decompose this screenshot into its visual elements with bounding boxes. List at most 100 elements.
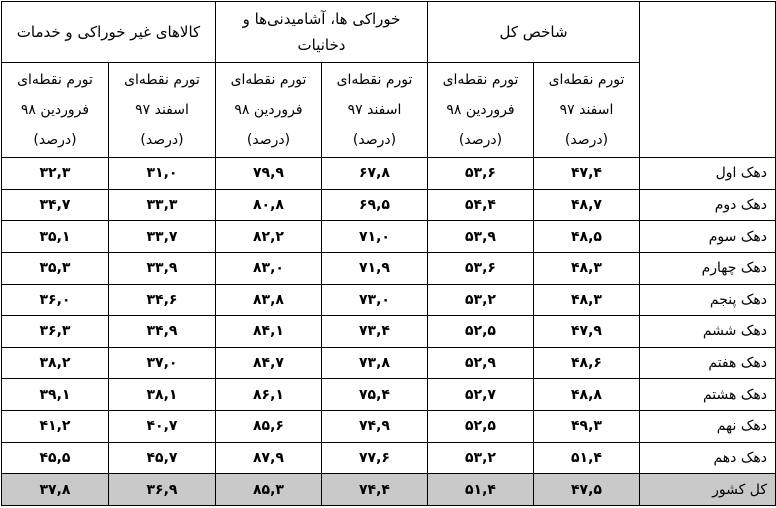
header-corner-cell bbox=[639, 1, 776, 158]
table-cell: ۳۹,۱ bbox=[1, 378, 109, 411]
total-row: کل کشور ۴۷,۵ ۵۱,۴ ۷۴,۴ ۸۵,۳ ۳۶,۹ ۳۷,۸ bbox=[1, 473, 776, 506]
subheader-line-unit: (درصد) bbox=[458, 132, 503, 148]
table-cell: ۸۲,۲ bbox=[215, 220, 322, 253]
subheader-line-unit: (درصد) bbox=[246, 132, 291, 148]
header-group-row: شاخص کل خوراکی ها، آشامیدنی‌ها و دخانیات… bbox=[1, 1, 776, 158]
subheader-line-title: تورم نقطه‌ای bbox=[124, 72, 200, 88]
total-cell: ۸۵,۳ bbox=[215, 473, 322, 506]
subheader-line-title: تورم نقطه‌ای bbox=[442, 72, 519, 88]
table-cell: ۸۳,۰ bbox=[215, 251, 322, 285]
table-cell: ۸۴,۱ bbox=[215, 315, 322, 348]
table-row: دهک دهم ۵۱,۴ ۵۳,۲ ۷۷,۶ ۸۷,۹ ۴۵,۷ ۴۵,۵ bbox=[1, 441, 776, 475]
table-row: دهک ششم ۴۷,۹ ۵۲,۵ ۷۳,۴ ۸۴,۱ ۳۴,۹ ۳۶,۳ bbox=[1, 315, 776, 348]
table-cell: ۵۲,۷ bbox=[427, 378, 534, 411]
subheader-line-unit: (درصد) bbox=[140, 132, 184, 148]
table-row: دهک اول ۴۷,۴ ۵۳,۶ ۶۷,۸ ۷۹,۹ ۳۱,۰ ۳۲,۳ bbox=[1, 157, 776, 190]
table-cell: ۴۰,۷ bbox=[108, 410, 216, 443]
table-cell: ۶۹,۵ bbox=[321, 188, 428, 222]
total-cell: ۴۷,۵ bbox=[533, 473, 640, 506]
table-cell: ۳۴,۶ bbox=[108, 283, 216, 317]
subheader-cell: تورم نقطه‌ای اسفند ۹۷ (درصد) bbox=[321, 62, 428, 158]
subheader-line-period: اسفند ۹۷ bbox=[135, 102, 189, 118]
subheader-cell: تورم نقطه‌ای اسفند ۹۷ (درصد) bbox=[108, 62, 216, 158]
total-cell: ۳۷,۸ bbox=[1, 473, 109, 506]
table-row: دهک هفتم ۴۸,۶ ۵۲,۹ ۷۳,۸ ۸۴,۷ ۳۷,۰ ۳۸,۲ bbox=[1, 346, 776, 380]
table-cell: ۴۸,۷ bbox=[533, 188, 640, 222]
table-cell: ۴۸,۳ bbox=[533, 283, 640, 317]
table-cell: ۳۸,۲ bbox=[1, 346, 109, 380]
group-header-food-beverages: خوراکی ها، آشامیدنی‌ها و دخانیات bbox=[215, 1, 428, 63]
table-cell: ۵۳,۲ bbox=[427, 283, 534, 317]
total-cell: ۷۴,۴ bbox=[321, 473, 428, 506]
table-cell: ۷۳,۸ bbox=[321, 346, 428, 380]
subheader-line-unit: (درصد) bbox=[352, 132, 397, 148]
table-cell: ۴۷,۹ bbox=[533, 315, 640, 348]
table-cell: ۷۳,۴ bbox=[321, 315, 428, 348]
table-cell: ۸۷,۹ bbox=[215, 441, 322, 475]
row-label: دهک چهارم bbox=[639, 251, 776, 285]
table-cell: ۳۶,۰ bbox=[1, 283, 109, 317]
table-row: دهک هشتم ۴۸,۸ ۵۲,۷ ۷۵,۴ ۸۶,۱ ۳۸,۱ ۳۹,۱ bbox=[1, 378, 776, 411]
table-cell: ۷۱,۹ bbox=[321, 251, 428, 285]
row-label: دهک نهم bbox=[639, 410, 776, 443]
subheader-line-title: تورم نقطه‌ای bbox=[17, 72, 93, 88]
table-cell: ۴۸,۵ bbox=[533, 220, 640, 253]
subheader-cell: تورم نقطه‌ای فروردین ۹۸ (درصد) bbox=[215, 62, 322, 158]
table-cell: ۵۱,۴ bbox=[533, 441, 640, 475]
row-label: دهک هفتم bbox=[639, 346, 776, 380]
table-cell: ۵۴,۴ bbox=[427, 188, 534, 222]
row-label: دهک پنجم bbox=[639, 283, 776, 317]
table-cell: ۴۵,۵ bbox=[1, 441, 109, 475]
subheader-line-period: فروردین ۹۸ bbox=[20, 102, 90, 118]
table-cell: ۳۵,۳ bbox=[1, 251, 109, 285]
table-cell: ۷۵,۴ bbox=[321, 378, 428, 411]
subheader-line-title: تورم نقطه‌ای bbox=[548, 72, 625, 88]
table-cell: ۸۶,۱ bbox=[215, 378, 322, 411]
row-label: دهک دهم bbox=[639, 441, 776, 475]
table-row: دهک سوم ۴۸,۵ ۵۳,۹ ۷۱,۰ ۸۲,۲ ۳۳,۷ ۳۵,۱ bbox=[1, 220, 776, 253]
table-row: دهک دوم ۴۸,۷ ۵۴,۴ ۶۹,۵ ۸۰,۸ ۳۳,۳ ۳۴,۷ bbox=[1, 188, 776, 222]
table-cell: ۵۳,۲ bbox=[427, 441, 534, 475]
table-cell: ۳۸,۱ bbox=[108, 378, 216, 411]
subheader-cell: تورم نقطه‌ای فروردین ۹۸ (درصد) bbox=[427, 62, 534, 158]
table-cell: ۷۱,۰ bbox=[321, 220, 428, 253]
table-cell: ۷۹,۹ bbox=[215, 157, 322, 190]
table-cell: ۳۳,۹ bbox=[108, 251, 216, 285]
table-cell: ۳۱,۰ bbox=[108, 157, 216, 190]
table-cell: ۷۳,۰ bbox=[321, 283, 428, 317]
table-cell: ۳۵,۱ bbox=[1, 220, 109, 253]
table-cell: ۵۲,۵ bbox=[427, 315, 534, 348]
table-cell: ۴۹,۳ bbox=[533, 410, 640, 443]
table-cell: ۴۸,۸ bbox=[533, 378, 640, 411]
table-cell: ۳۲,۳ bbox=[1, 157, 109, 190]
table-cell: ۳۳,۳ bbox=[108, 188, 216, 222]
table-cell: ۸۳,۸ bbox=[215, 283, 322, 317]
table-cell: ۵۲,۵ bbox=[427, 410, 534, 443]
table-cell: ۳۶,۳ bbox=[1, 315, 109, 348]
subheader-cell: تورم نقطه‌ای اسفند ۹۷ (درصد) bbox=[533, 62, 640, 158]
table-cell: ۳۷,۰ bbox=[108, 346, 216, 380]
table-cell: ۳۳,۷ bbox=[108, 220, 216, 253]
subheader-line-unit: (درصد) bbox=[564, 132, 609, 148]
row-label: دهک اول bbox=[639, 157, 776, 190]
group-header-nonfood-services: کالاهای غیر خوراکی و خدمات bbox=[1, 1, 216, 63]
group-header-overall-index: شاخص کل bbox=[427, 1, 640, 63]
total-row-label: کل کشور bbox=[639, 473, 776, 506]
table-cell: ۸۰,۸ bbox=[215, 188, 322, 222]
table-cell: ۶۷,۸ bbox=[321, 157, 428, 190]
table-cell: ۷۴,۹ bbox=[321, 410, 428, 443]
table-cell: ۵۳,۹ bbox=[427, 220, 534, 253]
table-cell: ۳۴,۹ bbox=[108, 315, 216, 348]
table-cell: ۵۲,۹ bbox=[427, 346, 534, 380]
row-label: دهک ششم bbox=[639, 315, 776, 348]
row-label: دهک هشتم bbox=[639, 378, 776, 411]
row-label: دهک سوم bbox=[639, 220, 776, 253]
subheader-line-unit: (درصد) bbox=[33, 132, 77, 148]
subheader-line-period: اسفند ۹۷ bbox=[559, 102, 614, 118]
subheader-cell: تورم نقطه‌ای فروردین ۹۸ (درصد) bbox=[1, 62, 109, 158]
table-cell: ۴۱,۲ bbox=[1, 410, 109, 443]
table-cell: ۷۷,۶ bbox=[321, 441, 428, 475]
table-cell: ۴۸,۶ bbox=[533, 346, 640, 380]
subheader-line-period: اسفند ۹۷ bbox=[347, 102, 402, 118]
